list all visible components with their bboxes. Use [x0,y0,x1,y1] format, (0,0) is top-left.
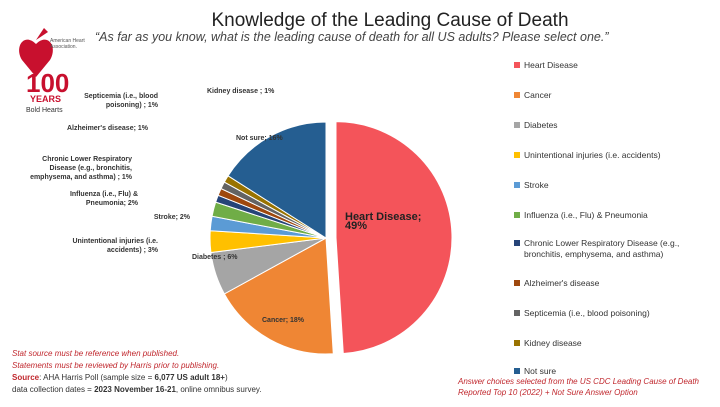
legend-item: Unintentional injuries (i.e. accidents) [514,150,661,161]
legend-item: Cancer [514,90,551,101]
legend-label: Septicemia (i.e., blood poisoning) [524,308,650,318]
legend-label: Stroke [524,180,549,190]
pie-slice-cancer [223,237,334,355]
legend-item: Chronic Lower Respiratory Disease (e.g.,… [514,238,714,260]
legend-swatch [514,280,520,286]
data-label-not-sure: Not sure; 16% [236,135,283,142]
legend-item: Heart Disease [514,60,578,71]
data-label-cancer: Cancer; 18% [262,317,305,324]
data-label-alzheimer-s: Alzheimer's disease; 1% [66,125,148,132]
legend-swatch [514,212,520,218]
legend-swatch [514,122,520,128]
pie-slice-heart-disease [335,121,453,354]
chart-title: Knowledge of the Leading Cause of Death [211,10,569,31]
dates-note: data collection dates = 2023 November 16… [12,385,262,394]
data-label-stroke: Stroke; 2% [153,214,190,221]
legend-item: Stroke [514,180,549,191]
legend-item: Septicemia (i.e., blood poisoning) [514,308,650,319]
svg-text:American Heart: American Heart [50,38,85,44]
legend-swatch [514,92,520,98]
chart-subtitle: “As far as you know, what is the leading… [95,30,609,44]
legend-swatch [514,152,520,158]
legend-swatch [514,368,520,374]
pie-slice-not-sure [227,121,327,239]
legend-item: Diabetes [514,120,558,131]
svg-text:Association.: Association. [50,44,77,50]
data-label-clrd: Chronic Lower Respiratory Disease (e.g.,… [30,156,132,181]
logo-100: 100 [26,68,69,98]
legend-label: Kidney disease [524,338,582,348]
legend-item: Influenza (i.e., Flu) & Pneumonia [514,210,648,221]
legend-label: Alzheimer's disease [524,278,600,288]
answer-choices-note: Answer choices selected from the US CDC … [458,377,700,397]
data-label-unintentional-injuries: Unintentional injuries (i.e. accidents) … [72,238,158,254]
svg-text:YEARS: YEARS [30,94,61,104]
data-label-kidney-disease: Kidney disease ; 1% [207,88,275,95]
legend-label: Heart Disease [524,60,578,70]
legend-swatch [514,310,520,316]
legend-label: Diabetes [524,120,558,130]
svg-text:Bold Hearts: Bold Hearts [26,107,63,114]
data-label-diabetes: Diabetes ; 6% [192,254,238,261]
legend-label: Not sure [524,366,557,376]
legend-label: Unintentional injuries (i.e. accidents) [524,150,661,160]
source-note: Source: AHA Harris Poll (sample size = 6… [12,373,228,382]
legend-item: Kidney disease [514,338,582,349]
legend-swatch [514,62,520,68]
review-note: Statements must be reviewed by Harris pr… [12,361,220,370]
stat-note: Stat source must be reference when publi… [12,349,180,358]
legend-item: Not sure [514,366,556,377]
data-label-heart-disease: Heart Disease; 49% [345,211,422,232]
legend-swatch [514,240,520,246]
legend-label: Cancer [524,90,552,100]
legend-item: Alzheimer's disease [514,278,599,289]
legend-swatch [514,182,520,188]
legend-swatch [514,340,520,346]
data-label-septicemia: Septicemia (i.e., blood poisoning) ; 1% [84,93,158,109]
legend-label: Influenza (i.e., Flu) & Pneumonia [524,210,648,220]
aha-100-years-logo: American Heart Association. 100 YEARS Bo… [14,22,94,122]
data-label-influenza: Influenza (i.e., Flu) & Pneumonia; 2% [69,191,138,207]
legend-label: Chronic Lower Respiratory Disease (e.g.,… [524,238,680,259]
